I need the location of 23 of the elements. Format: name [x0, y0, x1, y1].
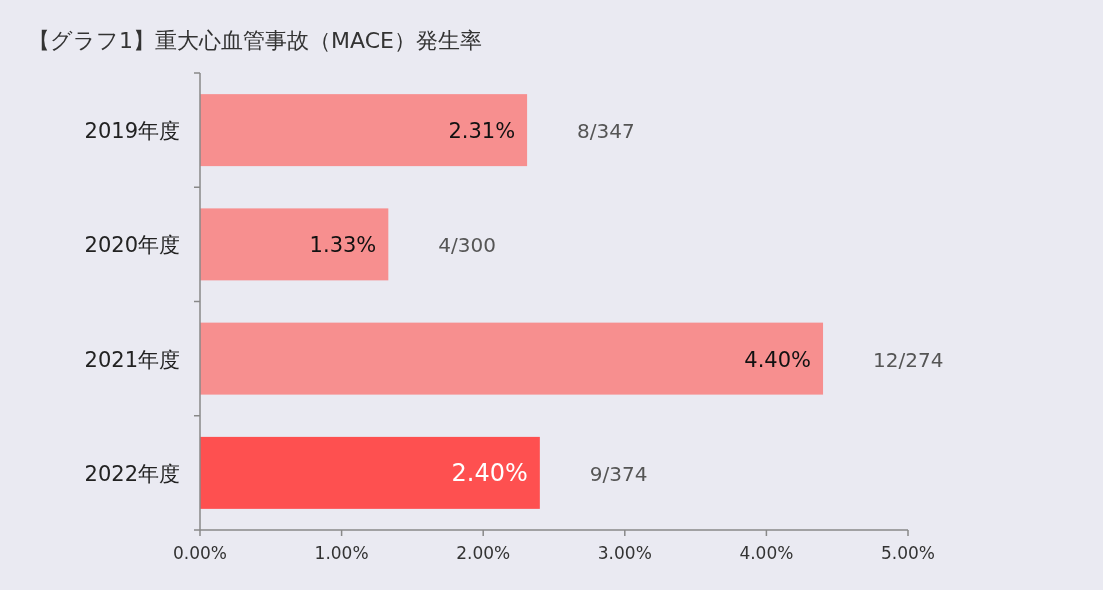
bar — [200, 208, 389, 281]
data-label: 2.40% — [451, 458, 528, 487]
y-tick-label: 2019年度 — [84, 119, 180, 144]
x-tick-label: 0.00% — [172, 543, 228, 563]
annotation: 12/274 — [873, 347, 944, 372]
bar — [200, 436, 540, 509]
data-label: 2.31% — [448, 119, 516, 144]
x-tick-label: 4.00% — [739, 543, 794, 563]
annotation: 4/300 — [438, 233, 496, 258]
y-tick-label: 2021年度 — [84, 347, 180, 372]
x-tick-label: 3.00% — [597, 543, 652, 563]
bar — [200, 322, 824, 395]
chart-title: 【グラフ1】重大心血管事故（MACE）発生率 — [28, 28, 482, 53]
y-tick-label: 2022年度 — [84, 461, 180, 486]
x-tick-label: 2.00% — [456, 543, 511, 563]
x-tick-label: 1.00% — [314, 543, 369, 563]
x-tick-label: 5.00% — [880, 543, 936, 563]
annotation: 8/347 — [577, 119, 635, 144]
annotation: 9/374 — [589, 461, 648, 486]
bar — [200, 94, 528, 167]
y-tick-label: 2020年度 — [84, 233, 180, 258]
data-label: 1.33% — [309, 233, 377, 258]
data-label: 4.40% — [744, 347, 812, 372]
